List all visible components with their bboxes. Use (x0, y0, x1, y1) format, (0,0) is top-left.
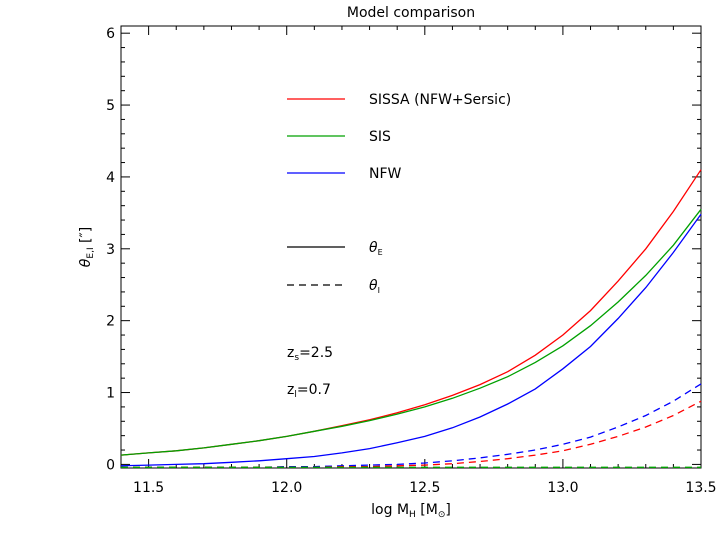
axis-ticks: 11.5 12.0 12.5 13.0 13.5 0 1 2 3 4 5 6 (106, 26, 717, 496)
y-tick-label: 4 (106, 170, 115, 186)
series-line-solid-1 (120, 208, 702, 456)
x-tick-label: 12.0 (271, 480, 302, 496)
plot-frame (120, 25, 702, 469)
annotation: zs=2.5 (287, 345, 333, 363)
x-tick-label: 12.5 (409, 480, 440, 496)
y-tick-label: 0 (106, 457, 115, 473)
x-tick-label: 11.5 (133, 480, 164, 496)
annotations: zs=2.5 zl=0.7 (287, 345, 333, 400)
y-tick-label: 1 (106, 386, 115, 402)
series-line-dashed-3 (121, 383, 702, 468)
y-tick-label: 2 (106, 314, 115, 330)
x-axis-label: log MH [M⊙] (371, 502, 451, 520)
legend-label: SISSA (NFW+Sersic) (369, 92, 511, 108)
series-line-solid-0 (120, 169, 702, 456)
chart-title: Model comparison (347, 5, 475, 21)
legend-label: NFW (369, 166, 402, 182)
legend: SISSA (NFW+Sersic) SIS NFW θE θI (287, 92, 511, 295)
y-tick-label: 3 (106, 242, 115, 258)
legend-label: SIS (369, 129, 391, 145)
y-tick-label: 6 (106, 26, 115, 42)
legend-style-label: θE (369, 240, 383, 257)
series-line-solid-2 (120, 213, 702, 467)
x-tick-label: 13.0 (547, 480, 578, 496)
x-tick-label: 13.5 (685, 480, 716, 496)
legend-style-label: θI (369, 278, 380, 295)
y-tick-label: 5 (106, 98, 115, 114)
series-lines (120, 169, 702, 468)
annotation: zl=0.7 (287, 382, 331, 400)
y-axis-label: θE,I [″] (78, 227, 96, 267)
